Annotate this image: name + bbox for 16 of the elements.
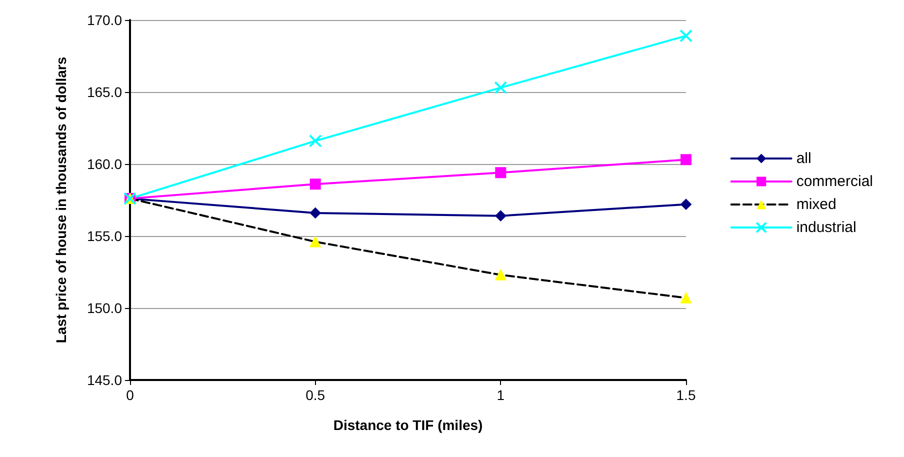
y-tick-label: 165.0 — [86, 84, 122, 100]
y-tick-label: 170.0 — [86, 12, 122, 28]
y-tick-label: 150.0 — [86, 300, 122, 316]
y-tick-label: 145.0 — [86, 372, 122, 388]
x-tick-label: 0 — [126, 387, 134, 403]
x-tick-label: 1.5 — [676, 387, 696, 403]
legend-label: industrial — [796, 219, 856, 236]
x-tick-label: 1 — [496, 387, 505, 403]
legend-label: all — [796, 150, 812, 167]
y-tick-label: 155.0 — [86, 228, 122, 244]
y-axis-title: Last price of house in thousands of dollars — [53, 56, 69, 344]
x-tick-label: 0.5 — [306, 387, 326, 403]
legend-label: mixed — [796, 196, 836, 213]
x-axis-title: Distance to TIF (miles) — [333, 417, 483, 433]
legend-label: commercial — [796, 173, 874, 190]
y-tick-label: 160.0 — [86, 156, 122, 172]
